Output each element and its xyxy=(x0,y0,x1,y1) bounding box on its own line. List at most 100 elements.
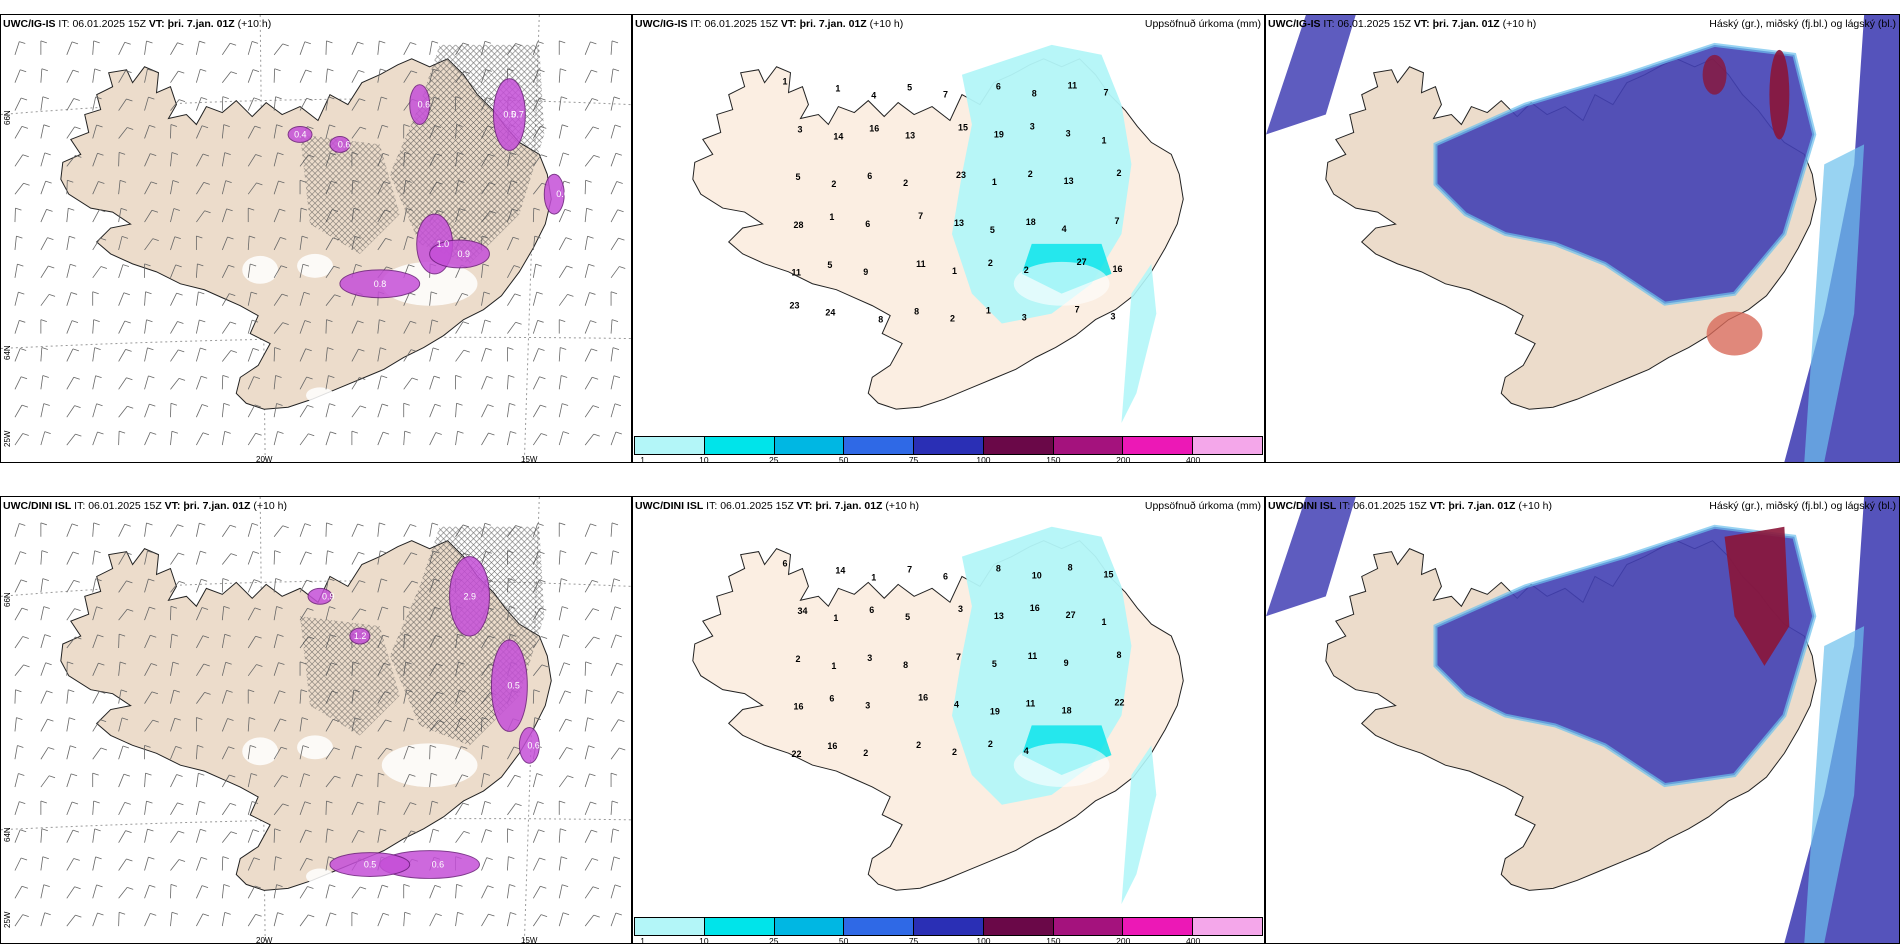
wind-barb-flag xyxy=(48,747,55,750)
wind-barb xyxy=(14,914,24,927)
hatch-area xyxy=(300,616,400,736)
wind-barb-flag xyxy=(98,662,105,666)
wind-barb-flag xyxy=(381,124,389,128)
wind-barb-flag xyxy=(592,886,600,890)
wind-barb xyxy=(247,404,256,418)
wind-barb xyxy=(144,432,151,446)
icing-value: 0.9 xyxy=(322,591,334,601)
precip-value: 2 xyxy=(903,178,908,188)
wind-barb xyxy=(92,606,97,621)
wind-barb-flag xyxy=(17,745,24,748)
wind-barb-flag xyxy=(73,579,80,583)
wind-barb xyxy=(14,376,22,390)
wind-barb xyxy=(247,291,252,306)
wind-barb-flag xyxy=(99,209,106,213)
panel-header: UWC/DINI ISL IT: 06.01.2025 15Z VT: þri.… xyxy=(3,500,287,512)
wind-barb xyxy=(325,884,330,899)
wind-barb-flag xyxy=(306,579,313,583)
wind-barb xyxy=(273,403,277,418)
wind-barb-flag xyxy=(97,912,104,916)
wind-barb xyxy=(325,68,328,83)
wind-barb xyxy=(118,552,126,565)
wind-barb xyxy=(507,803,516,816)
lon-label-20w: 20W xyxy=(256,936,273,944)
wind-barb xyxy=(118,405,128,418)
precip-value: 3 xyxy=(865,701,870,711)
wind-barb xyxy=(66,580,75,593)
wind-barb-flag xyxy=(124,801,131,805)
wind-barb xyxy=(92,266,102,279)
wind-barb-flag xyxy=(610,772,618,776)
wind-barb xyxy=(92,578,97,593)
wind-barb xyxy=(14,551,21,565)
precip-value: 1 xyxy=(831,661,836,671)
wind-barb xyxy=(610,124,616,139)
icing-value: 0.7 xyxy=(511,110,523,120)
wind-barb xyxy=(610,347,614,362)
wind-barb xyxy=(144,125,150,139)
wind-barb xyxy=(429,522,433,537)
wind-map: 2.9 0.5 0.6 0.5 0.6 0.9 1.2 xyxy=(1,497,631,943)
wind-barb xyxy=(325,856,329,871)
wind-barb-flag xyxy=(171,911,179,915)
wind-barb-flag xyxy=(249,717,256,720)
wind-barb-flag xyxy=(75,636,82,640)
wind-barb xyxy=(532,376,540,390)
wind-barb-flag xyxy=(126,858,133,862)
wind-barb-flag xyxy=(18,291,25,295)
wind-barb xyxy=(196,857,202,871)
wind-barb-flag xyxy=(334,775,341,779)
wind-barb-flag xyxy=(254,607,261,611)
wind-barb-flag xyxy=(485,347,492,351)
precip-value: 14 xyxy=(835,565,845,575)
wind-barb-flag xyxy=(382,912,390,916)
wind-barb xyxy=(610,522,613,537)
wind-barb xyxy=(66,264,71,278)
panel-dini-precip: UWC/DINI ISL IT: 06.01.2025 15Z VT: þri.… xyxy=(632,496,1265,944)
wind-barb xyxy=(221,403,225,418)
wind-barb xyxy=(558,856,562,871)
wind-barb-flag xyxy=(380,68,387,72)
wind-barb-flag xyxy=(304,41,311,45)
wind-barb xyxy=(610,578,615,593)
wind-barb xyxy=(170,349,179,362)
wind-barb xyxy=(170,859,180,871)
colorbar-label: 200 xyxy=(1116,455,1131,463)
wind-barb xyxy=(558,265,567,279)
wind-barb xyxy=(118,70,126,83)
wind-barb xyxy=(118,264,124,278)
wind-barb-flag xyxy=(566,747,573,750)
wind-barb xyxy=(144,319,147,334)
wind-barb xyxy=(481,801,486,815)
wind-barb-flag xyxy=(540,404,547,408)
wind-barb xyxy=(92,375,97,390)
wind-barb-flag xyxy=(197,744,204,748)
precip-value: 6 xyxy=(869,605,874,615)
cloud-mid xyxy=(1435,44,1815,304)
wind-barb xyxy=(558,884,563,899)
wind-barb-flag xyxy=(355,745,362,749)
wind-barb-flag xyxy=(409,292,416,296)
wind-barb xyxy=(481,404,488,418)
wind-barb-flag xyxy=(125,552,132,555)
wind-barb xyxy=(325,237,334,251)
precip-value: 8 xyxy=(878,315,883,325)
precip-value: 24 xyxy=(825,308,835,318)
wind-barb xyxy=(506,856,509,871)
wind-barb-flag xyxy=(590,320,597,324)
wind-barb-flag xyxy=(93,522,100,526)
wind-barb xyxy=(558,690,566,704)
wind-barb-flag xyxy=(171,152,179,155)
wind-barb xyxy=(325,775,335,788)
wind-barb xyxy=(92,96,97,111)
wind-barb-flag xyxy=(229,802,237,806)
wind-barb-flag xyxy=(410,70,418,74)
precip-value: 5 xyxy=(907,83,912,93)
colorbar-label: 25 xyxy=(769,936,779,944)
wind-barb xyxy=(14,745,18,760)
wind-barb xyxy=(144,857,149,871)
wind-barb-flag xyxy=(277,634,284,637)
wind-barb xyxy=(221,71,232,83)
wind-barb xyxy=(196,663,205,677)
wind-barb-flag xyxy=(21,607,29,611)
